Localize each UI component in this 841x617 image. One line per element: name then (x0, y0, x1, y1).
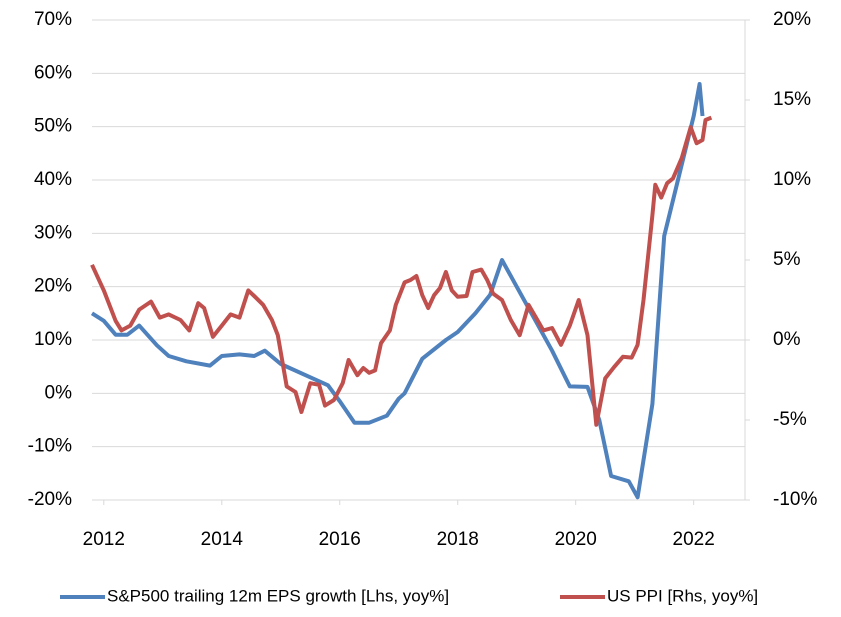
y-tick-label: 50% (34, 116, 72, 137)
legend-label: S&P500 trailing 12m EPS growth [Lhs, yoy… (107, 586, 449, 605)
y-tick-label: 0% (45, 382, 73, 403)
series-line (90, 82, 705, 500)
y-tick-label: 20% (34, 276, 72, 297)
x-tick-label: 2022 (673, 529, 715, 550)
x-tick-label: 2012 (83, 529, 125, 550)
y2-tick-label: 0% (773, 329, 801, 350)
y-tick-label: 10% (34, 329, 72, 350)
y-tick-label: 70% (34, 9, 72, 30)
y-tick-label: -10% (28, 436, 72, 457)
x-tick-label: 2016 (319, 529, 361, 550)
legend-label: US PPI [Rhs, yoy%] (607, 586, 758, 605)
y2-tick-label: -10% (773, 489, 817, 510)
series-line (90, 115, 713, 427)
x-tick-label: 2020 (555, 529, 597, 550)
y-tick-label: 60% (34, 62, 72, 83)
y2-tick-label: 5% (773, 249, 801, 270)
x-tick-label: 2018 (437, 529, 479, 550)
x-tick-label: 2014 (201, 529, 244, 550)
y-tick-label: -20% (28, 489, 72, 510)
y2-tick-label: 15% (773, 89, 811, 110)
y2-tick-label: 20% (773, 9, 811, 30)
y2-tick-label: -5% (773, 409, 807, 430)
y-tick-label: 40% (34, 169, 72, 190)
y2-tick-label: 10% (773, 169, 811, 190)
y-tick-label: 30% (34, 222, 72, 243)
